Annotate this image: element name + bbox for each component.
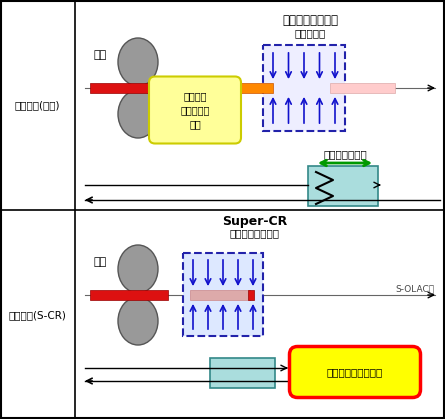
Text: （均一超高冷速）: （均一超高冷速） (230, 228, 280, 238)
Ellipse shape (118, 297, 158, 345)
Text: （低冷速）: （低冷速） (295, 28, 326, 38)
FancyBboxPatch shape (290, 347, 421, 398)
Bar (190, 290, 250, 300)
Bar (90, 83, 190, 93)
FancyBboxPatch shape (149, 77, 241, 143)
Text: 装置配置(S-CR): 装置配置(S-CR) (8, 310, 66, 320)
Text: 装置配置(従来): 装置配置(従来) (14, 100, 60, 110)
Bar (183, 253, 263, 336)
Bar (90, 290, 168, 300)
Text: オシレーション: オシレーション (323, 149, 367, 159)
Text: ミル: ミル (93, 50, 107, 60)
Text: 従来シャワー設備: 従来シャワー設備 (282, 14, 338, 27)
Ellipse shape (118, 245, 158, 293)
Text: S-OLACへ: S-OLACへ (395, 285, 434, 293)
Text: 冷却と圧延を同期化: 冷却と圧延を同期化 (327, 367, 383, 377)
Text: 冷却中は
ミ空き時間
発生: 冷却中は ミ空き時間 発生 (180, 91, 210, 129)
Bar (263, 45, 345, 131)
Bar (210, 358, 275, 388)
Bar (248, 290, 254, 300)
Bar (235, 83, 273, 93)
Bar (330, 83, 395, 93)
Text: ミル: ミル (93, 257, 107, 267)
Ellipse shape (118, 38, 158, 86)
Text: Super-CR: Super-CR (222, 215, 287, 228)
Ellipse shape (118, 90, 158, 138)
Bar (308, 166, 378, 206)
